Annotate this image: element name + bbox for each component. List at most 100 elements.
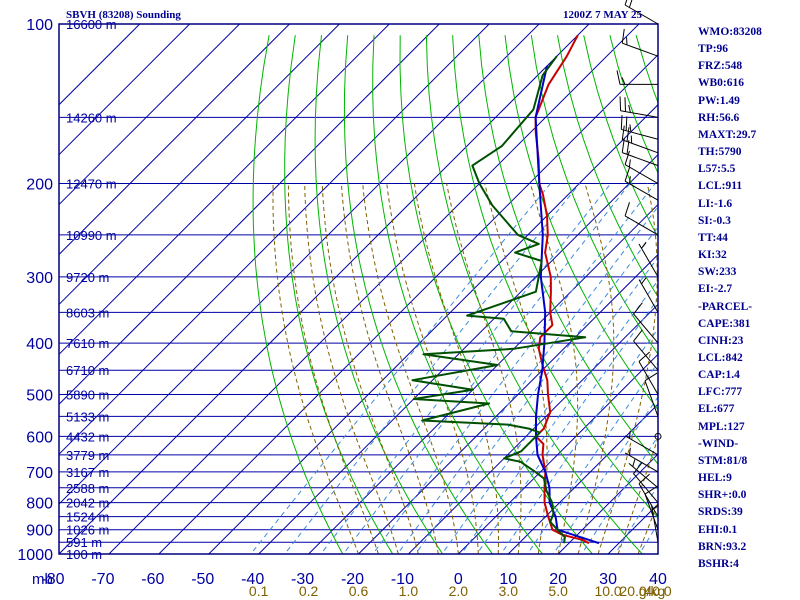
barb-staff xyxy=(624,215,659,236)
height-label: 2588 m xyxy=(66,481,109,496)
mixing-ratio-line xyxy=(526,361,658,554)
dry-adiabat xyxy=(504,35,658,411)
mixing-ratio-line xyxy=(414,226,658,554)
mixing-ratio-line xyxy=(441,256,658,554)
pressure-tick-label: 900 xyxy=(26,523,53,540)
barb-staff xyxy=(644,380,659,417)
height-label: 6710 m xyxy=(66,363,109,378)
height-label: 2042 m xyxy=(66,496,109,511)
mixing-ratio-label: 2.0 xyxy=(449,583,469,599)
temperature-tick-label: -70 xyxy=(91,571,114,588)
mixing-ratio-label: 0.6 xyxy=(349,583,369,599)
barb-feather xyxy=(628,104,631,113)
barb-feather xyxy=(621,28,625,44)
barb-feather xyxy=(624,202,630,217)
isotherm xyxy=(59,24,440,405)
barb-feather xyxy=(629,124,632,133)
moist-adiabat xyxy=(287,183,379,554)
moist-adiabat xyxy=(272,183,359,554)
pressure-tick-label: 600 xyxy=(26,429,53,446)
moist-adiabat xyxy=(386,183,479,554)
moist-adiabat xyxy=(529,183,579,554)
mixing-ratio-label: 10.0 xyxy=(594,583,621,599)
pressure-tick-label: 400 xyxy=(26,336,53,353)
barb-feather xyxy=(624,97,627,112)
height-label: 1026 m xyxy=(66,523,109,538)
dry-adiabat xyxy=(284,35,394,554)
height-label: 9720 m xyxy=(66,270,109,285)
barb-feather xyxy=(621,77,626,85)
index-line: TH:5790 xyxy=(698,146,742,159)
wind-barb xyxy=(624,430,659,456)
barb-staff xyxy=(620,110,659,118)
isotherm xyxy=(258,153,658,554)
height-label: 10990 m xyxy=(66,228,117,243)
barb-staff xyxy=(622,42,659,57)
isotherm xyxy=(457,353,658,554)
mixing-ratio-line xyxy=(638,522,658,554)
mixing-ratio-label: 0.2 xyxy=(299,583,319,599)
index-line: CAP:1.4 xyxy=(698,369,740,382)
mixing-ratio-line xyxy=(552,396,658,554)
mixing-ratio-label: 3.0 xyxy=(499,583,519,599)
index-line: -WIND- xyxy=(698,437,739,450)
index-line: FRZ:548 xyxy=(698,60,743,73)
wind-barb xyxy=(633,302,659,344)
wind-barb xyxy=(654,432,662,440)
sounding-traces xyxy=(411,34,600,545)
barb-feather xyxy=(621,125,625,140)
index-line: LFC:777 xyxy=(698,386,743,399)
pressure-tick-label: 100 xyxy=(26,17,53,34)
temperature-tick-label: 30 xyxy=(599,571,617,588)
barb-feather xyxy=(644,486,658,495)
dewpoint-trace xyxy=(411,55,587,544)
moist-adiabat xyxy=(637,500,658,554)
pressure-tick-label: 700 xyxy=(26,465,53,482)
temperature-tick-label: -80 xyxy=(41,571,64,588)
pressure-tick-label: 300 xyxy=(26,270,53,287)
mixing-ratio-label: 40.0 xyxy=(644,583,671,599)
temperature-tick-label: 40 xyxy=(649,571,667,588)
index-line: EI:-2.7 xyxy=(698,283,733,296)
plot-frame xyxy=(58,23,659,555)
index-line: CINH:23 xyxy=(698,334,744,347)
wind-barb xyxy=(628,459,659,489)
isotherm xyxy=(59,24,390,356)
wind-barb xyxy=(620,115,659,140)
height-label: 7610 m xyxy=(66,336,109,351)
index-line: LI:-1.6 xyxy=(698,197,733,210)
height-label: 100 m xyxy=(66,547,102,562)
index-line: EHI:0.1 xyxy=(698,523,738,536)
mixing-ratio-line xyxy=(500,327,658,554)
height-label: 4432 m xyxy=(66,429,109,444)
mixing-ratio-label: 5.0 xyxy=(548,583,568,599)
index-line: L57:5.5 xyxy=(698,163,736,176)
index-line: BSHR:4 xyxy=(698,557,739,570)
index-line: CAPE:381 xyxy=(698,317,751,330)
wind-barb xyxy=(650,504,659,543)
barb-staff xyxy=(638,279,659,313)
barb-feather xyxy=(626,127,630,142)
parcel-trace xyxy=(534,65,600,545)
mixing-ratio-unit: g/kg xyxy=(639,583,665,599)
barb-feather xyxy=(633,461,643,474)
index-line: LCL:842 xyxy=(698,351,743,364)
dry-adiabat xyxy=(252,35,344,554)
dry-adiabat xyxy=(557,35,658,298)
indices-panel: WMO:83208 TP:96 FRZ:548 WB0:616 PW:1.49 RH:56… xyxy=(698,24,762,573)
index-line: SHR+:0.0 xyxy=(698,489,747,502)
index-line: WMO:83208 xyxy=(698,26,762,38)
barb-staff xyxy=(638,483,659,517)
barb-staff xyxy=(622,152,659,167)
index-line: RH:56.6 xyxy=(698,111,740,124)
temperature-tick-label: 10 xyxy=(499,571,517,588)
barb-feather xyxy=(624,150,630,165)
moist-adiabat xyxy=(577,183,615,554)
temperature-tick-label: -10 xyxy=(391,571,414,588)
barb-feather xyxy=(628,159,631,168)
barb-feather xyxy=(638,351,650,362)
barb-feather xyxy=(625,116,628,131)
isotherm xyxy=(408,303,658,554)
isotherm xyxy=(59,24,590,554)
